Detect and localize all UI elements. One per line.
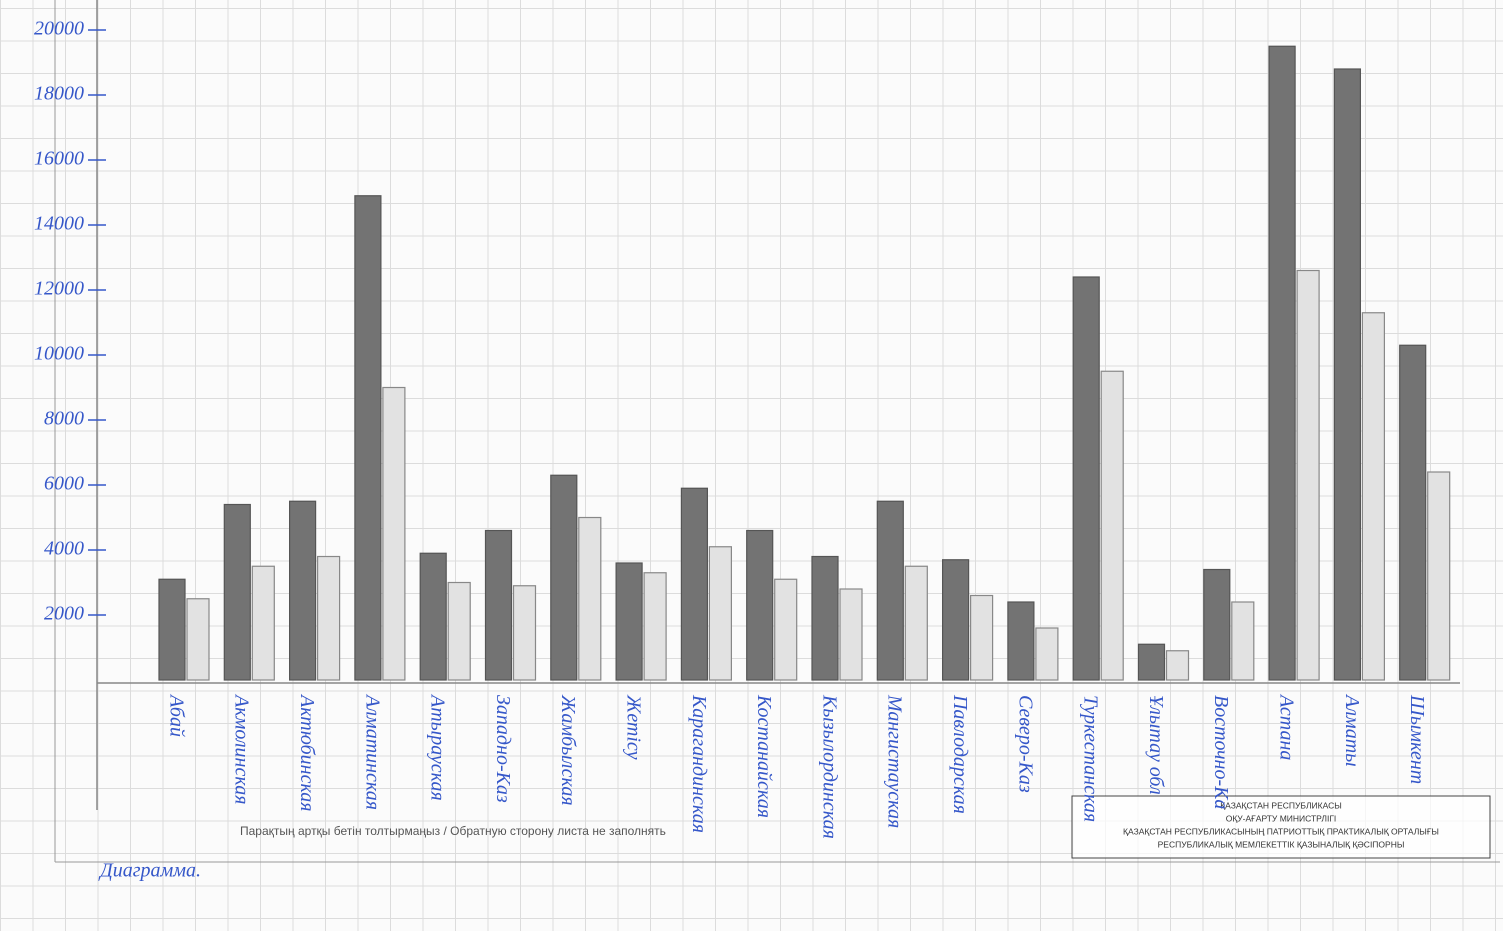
- y-tick-label: 4000: [44, 538, 84, 560]
- bar-light: [1427, 471, 1451, 681]
- bar-light: [643, 572, 667, 681]
- x-tick-label: Шымкент: [1406, 694, 1428, 784]
- y-tick-label: 18000: [34, 83, 84, 105]
- bar-light: [1361, 312, 1386, 681]
- bar-dark: [419, 552, 447, 681]
- bar-light: [578, 516, 602, 681]
- x-tick-label: Алматы: [1341, 693, 1363, 767]
- x-tick-label: Западно-Каз: [492, 695, 514, 803]
- stamp-line: РЕСПУБЛИКАЛЫҚ МЕМЛЕКЕТТІК ҚАЗЫНАЛЫҚ ҚӘСІ…: [1158, 839, 1405, 849]
- bar-dark: [615, 562, 643, 681]
- y-tick-label: 6000: [44, 473, 84, 495]
- x-tick-label: Актюбинская: [296, 693, 318, 812]
- bar-light: [1231, 601, 1255, 681]
- bar-dark: [680, 487, 709, 681]
- x-tick-label: Мангистауская: [884, 694, 906, 828]
- bar-light: [186, 598, 210, 681]
- y-tick-label: 14000: [34, 213, 84, 235]
- bar-dark: [1399, 344, 1427, 681]
- bar-dark: [1203, 568, 1231, 681]
- bar-light: [1296, 269, 1320, 681]
- bar-dark: [811, 555, 839, 681]
- stamp-line: ҚАЗАҚСТАН РЕСПУБЛИКАСЫ: [1220, 800, 1342, 810]
- x-tick-label: Атырауская: [427, 693, 449, 801]
- x-tick-label: Алматинская: [361, 693, 383, 810]
- footer-note: Парақтың артқы бетін толтырмаңыз / Обрат…: [240, 824, 666, 838]
- bar-light: [839, 588, 863, 681]
- bar-dark: [941, 559, 970, 681]
- x-tick-label: Ұлытау обл: [1145, 695, 1167, 795]
- y-tick-label: 2000: [44, 603, 84, 625]
- caption: Диаграмма.: [98, 860, 201, 882]
- bar-light: [251, 565, 275, 681]
- bar-light: [1100, 370, 1124, 681]
- bar-light: [447, 581, 471, 681]
- x-tick-label: Северо-Каз: [1014, 695, 1036, 793]
- bar-light: [969, 594, 994, 681]
- bar-dark: [1137, 643, 1166, 681]
- x-tick-label: Туркестанская: [1080, 695, 1102, 822]
- bar-light: [382, 386, 406, 681]
- x-tick-label: Костанайская: [753, 694, 775, 818]
- bar-light: [708, 546, 733, 681]
- bar-dark: [1072, 276, 1100, 681]
- x-tick-label: Карагандинская: [688, 694, 710, 833]
- stamp-line: ҚАЗАҚСТАН РЕСПУБЛИКАСЫНЫҢ ПАТРИОТТЫҚ ПРА…: [1123, 826, 1439, 836]
- y-tick-label: 20000: [34, 18, 84, 40]
- bar-light: [904, 565, 928, 681]
- x-tick-label: Абай: [165, 693, 187, 737]
- x-tick-label: Жетісу: [623, 694, 645, 760]
- bar-dark: [876, 500, 904, 681]
- bar-dark: [158, 578, 186, 681]
- stamp-line: ОҚУ-АҒАРТУ МИНИСТРЛІГІ: [1226, 813, 1337, 823]
- bar-light: [512, 585, 537, 681]
- bar-light: [317, 555, 341, 681]
- stamp-box: [1071, 795, 1491, 859]
- x-tick-label: Павлодарская: [949, 694, 971, 814]
- bar-dark: [223, 503, 251, 681]
- bar-light: [1035, 627, 1059, 681]
- x-tick-label: Акмолинская: [231, 693, 253, 805]
- bar-dark: [1268, 45, 1296, 681]
- bar-dark: [1333, 68, 1362, 681]
- y-tick-label: 8000: [44, 408, 84, 430]
- bar-dark: [289, 500, 317, 681]
- bar-dark: [746, 529, 774, 681]
- y-tick-label: 16000: [34, 148, 84, 170]
- bar-dark: [484, 529, 513, 681]
- bar-dark: [354, 195, 382, 681]
- x-tick-label: Астана: [1276, 693, 1298, 760]
- bar-light: [1165, 650, 1190, 681]
- x-tick-label: Восточно-Ка: [1210, 695, 1232, 809]
- y-tick-label: 12000: [34, 278, 84, 300]
- bar-dark: [550, 474, 578, 681]
- bar-dark: [1007, 601, 1035, 681]
- x-tick-label: Кызылординская: [818, 694, 840, 839]
- bar-light: [774, 578, 798, 681]
- y-tick-label: 10000: [34, 343, 84, 365]
- x-tick-label: Жамбылская: [557, 694, 579, 806]
